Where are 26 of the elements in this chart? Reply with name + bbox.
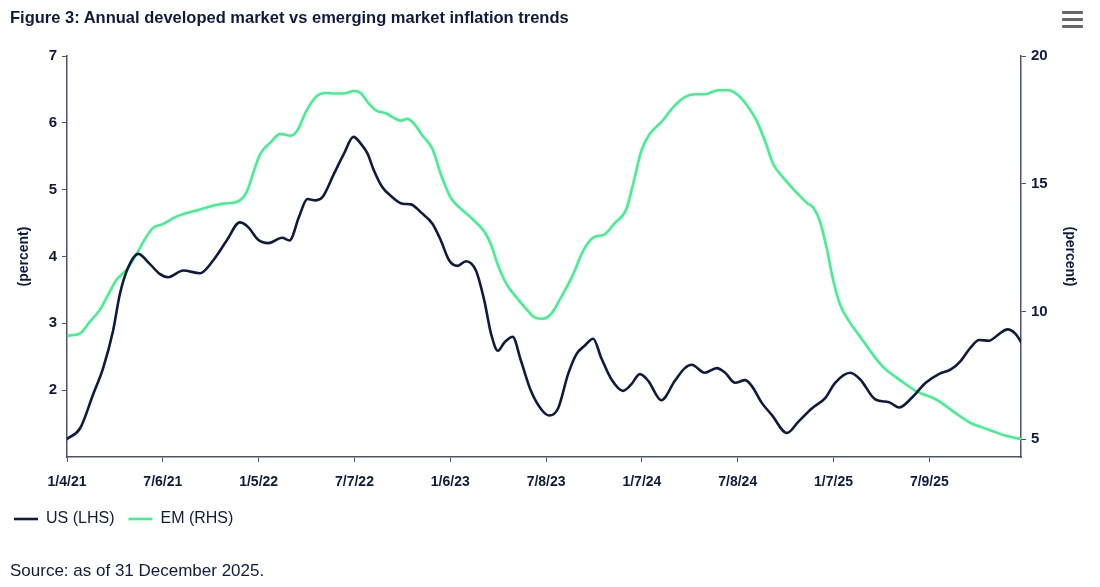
x-tick-label: 7/6/21	[143, 473, 183, 490]
x-tick-label: 7/8/23	[526, 473, 566, 490]
y-tick-label: 3	[48, 313, 57, 331]
y-tick-label: 7	[48, 46, 57, 64]
y2-tick-label: 15	[1031, 173, 1048, 191]
legend-label: US (LHS)	[46, 509, 115, 527]
y-tick-label: 6	[48, 112, 57, 130]
x-tick-label: 7/9/25	[909, 473, 950, 490]
x-tick-label: 1/7/24	[622, 473, 662, 490]
x-tick-label: 1/6/23	[430, 473, 470, 490]
x-tick-label: 7/8/24	[718, 473, 758, 490]
y2-tick-label: 10	[1031, 301, 1048, 319]
y-tick-label: 4	[48, 246, 58, 264]
y2-axis-title: (percent)	[1062, 226, 1079, 287]
x-tick-label: 7/7/22	[334, 473, 375, 490]
y-axis-title: (percent)	[15, 226, 32, 287]
source-note: Source: as of 31 December 2025.	[10, 561, 265, 581]
y2-tick-label: 20	[1031, 46, 1048, 64]
y-tick-label: 2	[48, 380, 57, 398]
x-tick-label: 1/7/25	[814, 473, 854, 490]
y-tick-label: 5	[48, 179, 57, 197]
legend-label: EM (RHS)	[160, 509, 234, 527]
y2-tick-label: 5	[1031, 429, 1040, 447]
x-tick-label: 1/5/22	[239, 473, 279, 490]
chart-title: Figure 3: Annual developed market vs emerging market inflation trends	[10, 8, 569, 27]
x-tick-label: 1/4/21	[47, 473, 87, 490]
